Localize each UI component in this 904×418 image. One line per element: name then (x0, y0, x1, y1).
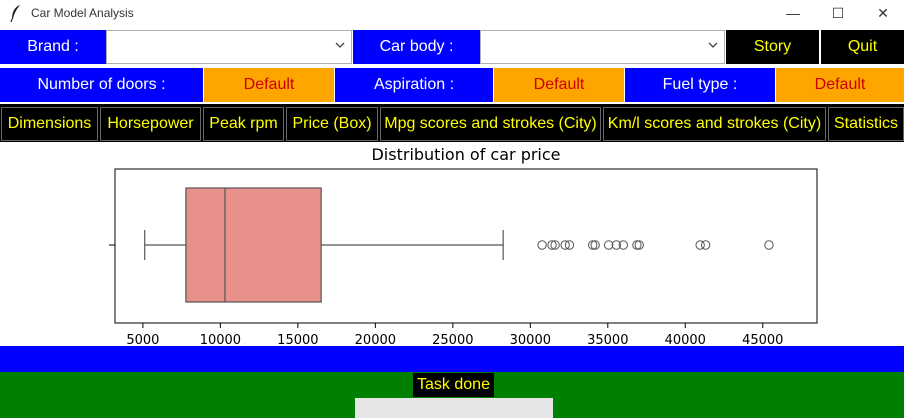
x-tick-label: 30000 (510, 333, 551, 346)
outlier-point (537, 240, 547, 250)
doors-label: Number of doors : (0, 68, 203, 102)
tab-horsepower[interactable]: Horsepower (100, 107, 201, 141)
brand-label: Brand : (0, 30, 106, 64)
feather-icon (10, 5, 20, 22)
outlier-point (634, 240, 644, 250)
x-tick-label: 5000 (126, 333, 159, 346)
outlier-point (603, 240, 614, 250)
tab-kml-scores[interactable]: Km/l scores and strokes (City) (603, 107, 826, 141)
aspiration-button[interactable]: Default (494, 68, 624, 102)
status-label: Task done (413, 373, 494, 397)
x-tick-label: 20000 (355, 333, 396, 346)
price-boxplot: Distribution of car price 5000 10000 15000… (109, 145, 818, 348)
x-tick-label: 35000 (587, 333, 628, 346)
chart-title: Distribution of car price (371, 145, 560, 164)
tab-peak-rpm[interactable]: Peak rpm (203, 107, 284, 141)
x-tick-label: 40000 (665, 333, 706, 346)
car-body-combobox[interactable] (480, 30, 725, 64)
analysis-tabs: Dimensions Horsepower Peak rpm Price (Bo… (0, 104, 904, 142)
outlier-point (590, 240, 600, 250)
outlier-point (764, 240, 774, 250)
quit-button[interactable]: Quit (821, 30, 904, 64)
aspiration-label: Aspiration : (335, 68, 493, 102)
chevron-down-icon[interactable] (335, 40, 345, 50)
chart-area: Distribution of car price 5000 10000 15000… (0, 142, 904, 348)
story-button[interactable]: Story (726, 30, 819, 64)
outlier-point (618, 240, 628, 250)
filter-row-1: Brand : Car body : Story Quit (0, 28, 904, 66)
filter-row-2: Number of doors : Default Aspiration : D… (0, 66, 904, 104)
maximize-button[interactable]: ☐ (831, 4, 845, 21)
fuel-type-label: Fuel type : (625, 68, 775, 102)
outlier-point (632, 240, 642, 250)
window-title: Car Model Analysis (31, 6, 134, 20)
fuel-type-button[interactable]: Default (776, 68, 904, 102)
car-body-label: Car body : (353, 30, 480, 64)
blue-band (0, 346, 904, 372)
outlier-point (695, 240, 705, 250)
x-tick-label: 10000 (200, 333, 241, 346)
tab-dimensions[interactable]: Dimensions (1, 107, 98, 141)
outlier-point (547, 240, 557, 250)
doors-button[interactable]: Default (204, 68, 334, 102)
tab-statistics[interactable]: Statistics (828, 107, 904, 141)
outlier-point (564, 240, 575, 250)
plot-frame (114, 168, 818, 324)
x-tick-label: 25000 (432, 333, 473, 346)
x-tick-label: 45000 (742, 333, 783, 346)
chevron-down-icon[interactable] (708, 40, 718, 50)
title-bar: Car Model Analysis — ☐ ✕ (0, 0, 904, 26)
brand-combobox[interactable] (106, 30, 352, 64)
x-tick-label: 15000 (277, 333, 318, 346)
bottom-panel (355, 398, 553, 418)
outlier-point (560, 240, 570, 250)
tab-mpg-scores[interactable]: Mpg scores and strokes (City) (380, 107, 601, 141)
outlier-point (611, 240, 622, 250)
tab-price-box[interactable]: Price (Box) (286, 107, 378, 141)
minimize-button[interactable]: — (786, 5, 800, 21)
outlier-point (700, 240, 711, 250)
iqr-box (185, 187, 322, 303)
outlier-point (550, 240, 560, 250)
close-button[interactable]: ✕ (877, 4, 889, 21)
outlier-point (588, 240, 598, 250)
